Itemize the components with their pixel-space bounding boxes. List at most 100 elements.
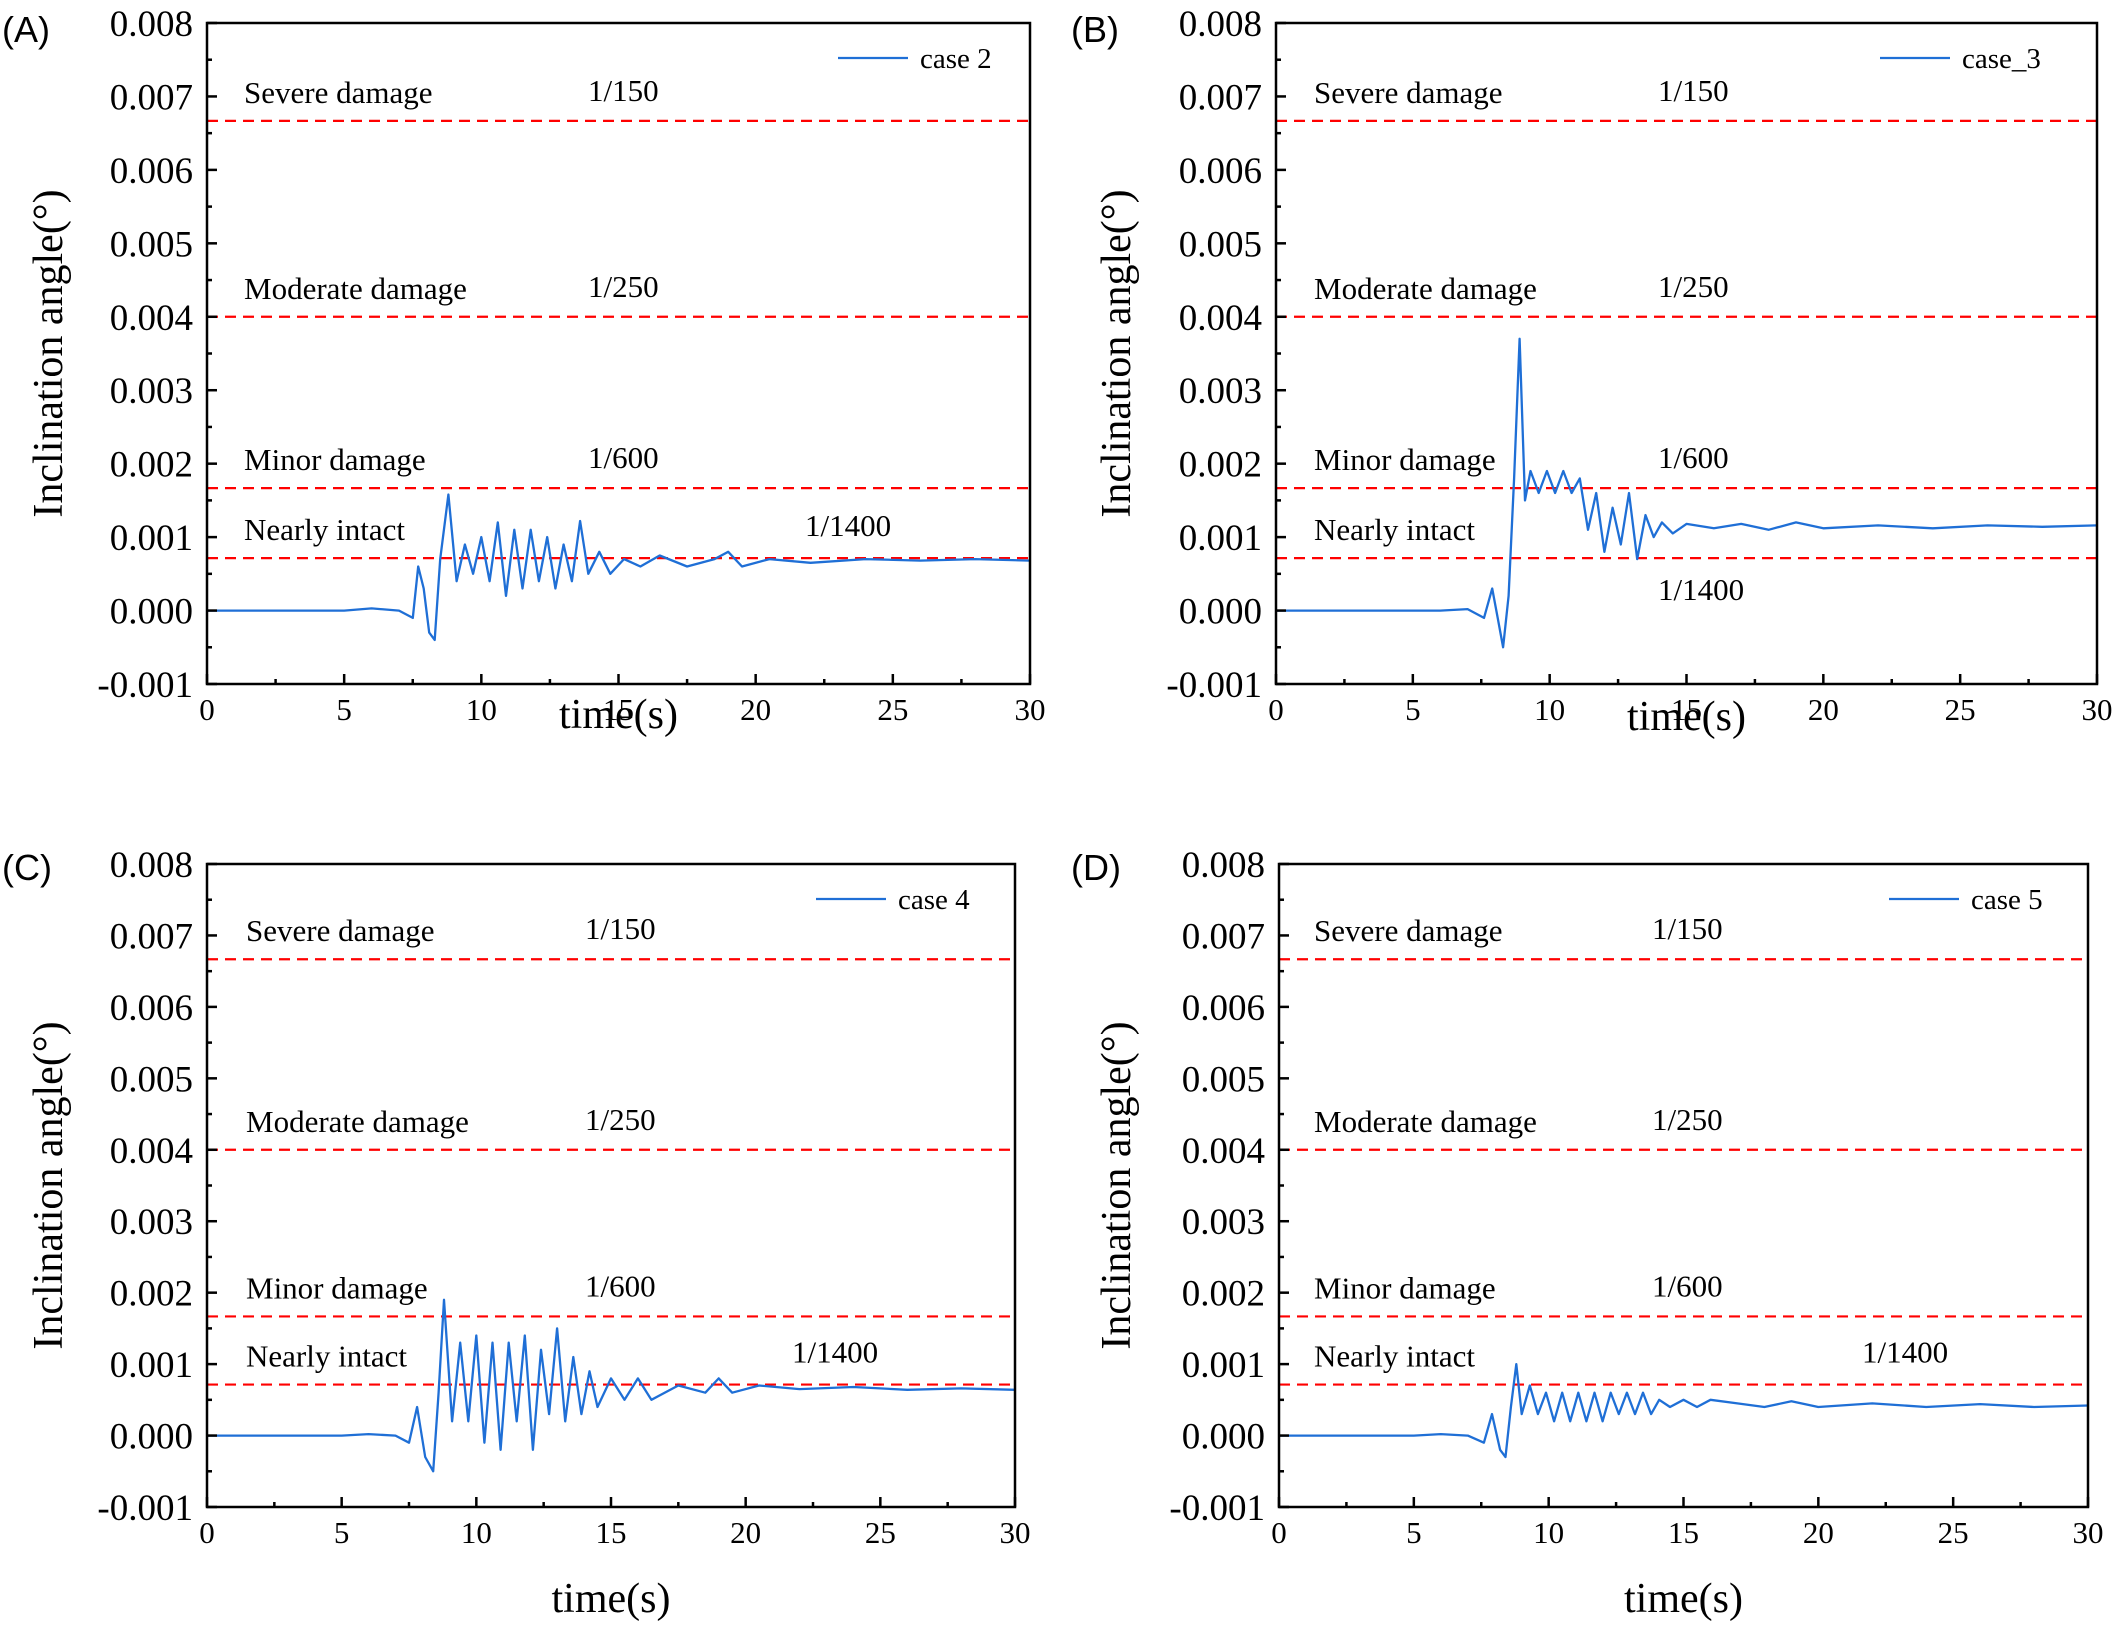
y-tick-label: 0.008 bbox=[1182, 845, 1265, 886]
x-axis-title: time(s) bbox=[1624, 1576, 1743, 1622]
threshold-ratio: 1/600 bbox=[1658, 440, 1729, 475]
threshold-ratio: 1/250 bbox=[585, 1102, 656, 1137]
x-tick-label: 20 bbox=[1803, 1515, 1834, 1550]
x-axis-title: time(s) bbox=[1627, 694, 1746, 740]
y-axis-title: Inclination angle(°) bbox=[26, 189, 72, 517]
threshold-ratio: 1/150 bbox=[588, 73, 659, 108]
threshold-label: Minor damage bbox=[1314, 1270, 1496, 1305]
threshold-label: Moderate damage bbox=[244, 271, 467, 306]
x-tick-label: 25 bbox=[877, 692, 908, 727]
x-tick-label: 20 bbox=[740, 692, 771, 727]
y-tick-label: 0.007 bbox=[110, 77, 193, 118]
y-tick-label: 0.006 bbox=[1179, 151, 1262, 192]
threshold-ratio: 1/600 bbox=[1652, 1268, 1723, 1303]
y-tick-label: 0.006 bbox=[110, 151, 193, 192]
y-tick-label: 0.006 bbox=[1182, 988, 1265, 1029]
y-tick-label: -0.001 bbox=[97, 1488, 193, 1529]
y-tick-label: 0.001 bbox=[1182, 1345, 1265, 1386]
y-tick-label: 0.003 bbox=[110, 1202, 193, 1243]
y-tick-label: 0.004 bbox=[1182, 1131, 1265, 1172]
x-tick-label: 10 bbox=[1533, 1515, 1564, 1550]
x-axis-title: time(s) bbox=[559, 692, 678, 738]
chart-panel-b: (B) -0.001 0.000 0.001 0.002 0.003 0.004 0.005 0… bbox=[1071, 4, 2113, 740]
x-tick-label: 20 bbox=[730, 1515, 761, 1550]
x-tick-label: 15 bbox=[603, 692, 634, 727]
y-tick-label: 0.008 bbox=[1179, 4, 1262, 45]
x-tick-label: 5 bbox=[1406, 1515, 1422, 1550]
legend-label: case 5 bbox=[1971, 884, 2043, 916]
threshold-ratio: 1/250 bbox=[1658, 269, 1729, 304]
y-tick-label: 0.002 bbox=[1179, 445, 1262, 486]
y-tick-label: 0.001 bbox=[1179, 518, 1262, 559]
x-tick-label: 25 bbox=[1945, 692, 1976, 727]
series-line bbox=[207, 493, 1031, 642]
y-tick-label: 0.000 bbox=[110, 1417, 193, 1458]
y-axis-title: Inclination angle(°) bbox=[1094, 189, 1140, 517]
legend: case 4 bbox=[816, 884, 970, 916]
legend: case 2 bbox=[838, 43, 992, 75]
x-tick-label: 25 bbox=[1938, 1515, 1969, 1550]
x-tick-label: 30 bbox=[1015, 692, 1046, 727]
threshold-ratio: 1/1400 bbox=[1658, 572, 1744, 607]
y-tick-label: 0.002 bbox=[1182, 1274, 1265, 1315]
y-tick-label: 0.007 bbox=[1182, 916, 1265, 957]
y-axis-title: Inclination angle(°) bbox=[1094, 1021, 1140, 1349]
x-tick-label: 0 bbox=[199, 692, 215, 727]
y-tick-label: 0.003 bbox=[1179, 371, 1262, 412]
threshold-label: Nearly intact bbox=[246, 1339, 407, 1374]
legend-label: case 2 bbox=[920, 43, 992, 75]
y-tick-label: 0.003 bbox=[110, 371, 193, 412]
y-tick-label: 0.001 bbox=[110, 518, 193, 559]
threshold-label: Severe damage bbox=[1314, 75, 1502, 110]
threshold-ratio: 1/1400 bbox=[1862, 1335, 1948, 1370]
y-tick-label: 0.008 bbox=[110, 4, 193, 45]
threshold-ratio: 1/600 bbox=[585, 1268, 656, 1303]
x-tick-label: 10 bbox=[1534, 692, 1565, 727]
threshold-ratio: 1/150 bbox=[1658, 73, 1729, 108]
y-tick-label: 0.001 bbox=[110, 1345, 193, 1386]
threshold-label: Nearly intact bbox=[1314, 512, 1475, 547]
y-tick-label: 0.006 bbox=[110, 988, 193, 1029]
y-tick-label: 0.005 bbox=[1179, 224, 1262, 265]
legend-label: case 4 bbox=[898, 884, 970, 916]
plot-frame bbox=[205, 862, 1017, 1509]
y-tick-label: -0.001 bbox=[1166, 665, 1262, 706]
threshold-label: Moderate damage bbox=[246, 1104, 469, 1139]
series-line bbox=[207, 1298, 1016, 1473]
x-tick-label: 30 bbox=[1000, 1515, 1031, 1550]
y-tick-label: 0.007 bbox=[110, 916, 193, 957]
y-tick-label: 0.002 bbox=[110, 1274, 193, 1315]
x-tick-label: 5 bbox=[336, 692, 352, 727]
threshold-label: Severe damage bbox=[1314, 913, 1502, 948]
y-tick-label: -0.001 bbox=[1169, 1488, 1265, 1529]
threshold-label: Nearly intact bbox=[244, 512, 405, 547]
x-tick-label: 5 bbox=[334, 1515, 350, 1550]
y-tick-label: 0.005 bbox=[1182, 1059, 1265, 1100]
y-tick-label: 0.000 bbox=[1182, 1417, 1265, 1458]
x-tick-label: 30 bbox=[2073, 1515, 2104, 1550]
threshold-ratio: 1/150 bbox=[1652, 911, 1723, 946]
x-tick-label: 20 bbox=[1808, 692, 1839, 727]
x-tick-label: 0 bbox=[1268, 692, 1284, 727]
x-tick-label: 25 bbox=[865, 1515, 896, 1550]
x-tick-label: 10 bbox=[466, 692, 497, 727]
threshold-label: Nearly intact bbox=[1314, 1339, 1475, 1374]
plot-frame bbox=[1277, 862, 2090, 1509]
y-tick-label: 0.002 bbox=[110, 445, 193, 486]
series-line bbox=[1276, 337, 2098, 649]
panel-label: (D) bbox=[1071, 847, 1121, 888]
threshold-label: Severe damage bbox=[244, 75, 432, 110]
x-axis-title: time(s) bbox=[552, 1576, 671, 1622]
panel-label: (A) bbox=[2, 9, 50, 50]
threshold-label: Minor damage bbox=[1314, 442, 1496, 477]
y-tick-label: 0.005 bbox=[110, 1059, 193, 1100]
chart-panel-c: (C) -0.001 0.000 0.001 0.002 0.003 0.004 0.005 0… bbox=[2, 845, 1031, 1622]
threshold-ratio: 1/1400 bbox=[792, 1335, 878, 1370]
panel-label: (C) bbox=[2, 847, 52, 888]
y-tick-label: -0.001 bbox=[97, 665, 193, 706]
y-axis-title: Inclination angle(°) bbox=[26, 1021, 72, 1349]
y-tick-label: 0.003 bbox=[1182, 1202, 1265, 1243]
threshold-ratio: 1/250 bbox=[1652, 1102, 1723, 1137]
threshold-label: Moderate damage bbox=[1314, 1104, 1537, 1139]
